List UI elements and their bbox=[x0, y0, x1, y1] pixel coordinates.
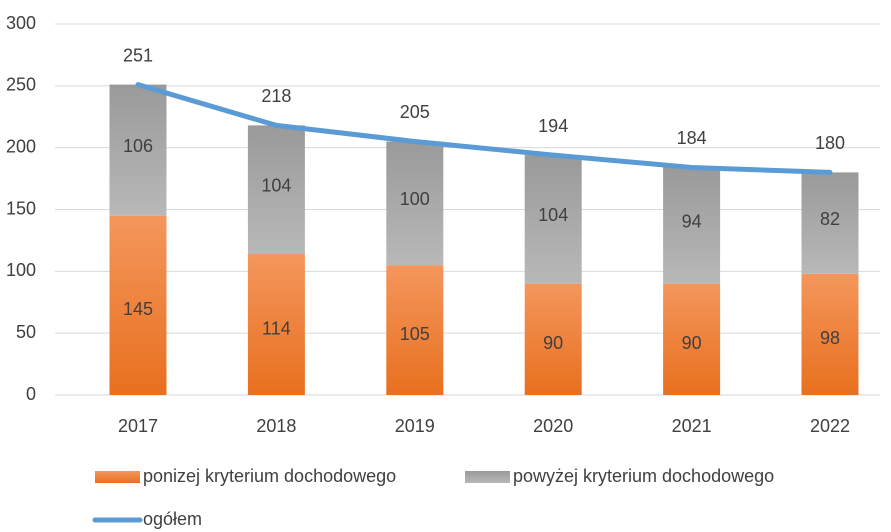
y-tick-label: 150 bbox=[6, 198, 36, 218]
legend-swatch bbox=[95, 471, 140, 483]
data-label: 180 bbox=[815, 133, 845, 153]
data-label: 82 bbox=[820, 209, 840, 229]
bar-segment bbox=[386, 265, 444, 395]
bar-segment bbox=[663, 283, 721, 395]
data-label: 100 bbox=[400, 189, 430, 209]
data-label: 90 bbox=[543, 333, 563, 353]
bar-segment bbox=[386, 141, 444, 266]
x-tick-label: 2017 bbox=[118, 416, 158, 436]
data-label: 105 bbox=[400, 324, 430, 344]
data-label: 106 bbox=[123, 136, 153, 156]
data-label: 104 bbox=[261, 175, 291, 195]
x-tick-label: 2018 bbox=[256, 416, 296, 436]
bar-segment bbox=[524, 155, 582, 284]
y-tick-label: 50 bbox=[16, 322, 36, 342]
data-label: 205 bbox=[400, 102, 430, 122]
data-label: 251 bbox=[123, 45, 153, 65]
bar-segment bbox=[524, 283, 582, 395]
data-label: 104 bbox=[538, 205, 568, 225]
data-label: 194 bbox=[538, 116, 568, 136]
bar-segment bbox=[247, 254, 305, 395]
data-label: 94 bbox=[682, 211, 702, 231]
bar-segment bbox=[247, 125, 305, 255]
legend-swatch bbox=[465, 471, 510, 483]
y-tick-label: 250 bbox=[6, 75, 36, 95]
x-tick-label: 2022 bbox=[810, 416, 850, 436]
y-tick-label: 300 bbox=[6, 13, 36, 33]
data-label: 114 bbox=[262, 318, 291, 338]
bar-segment bbox=[801, 172, 859, 274]
data-label: 145 bbox=[123, 299, 153, 319]
bar-segment bbox=[801, 273, 859, 395]
x-tick-label: 2020 bbox=[533, 416, 573, 436]
y-tick-label: 100 bbox=[6, 260, 36, 280]
y-tick-label: 0 bbox=[26, 384, 36, 404]
legend-label: ogółem bbox=[143, 509, 202, 529]
y-tick-label: 200 bbox=[6, 136, 36, 156]
line bbox=[135, 82, 833, 175]
legend-label: powyżej kryterium dochodowego bbox=[513, 466, 774, 486]
data-label: 218 bbox=[261, 86, 291, 106]
x-tick-label: 2019 bbox=[395, 416, 435, 436]
legend-label: ponizej kryterium dochodowego bbox=[143, 466, 396, 486]
bar-segment bbox=[109, 84, 167, 216]
bar-segment bbox=[663, 167, 721, 284]
data-label: 98 bbox=[820, 328, 840, 348]
data-label: 184 bbox=[677, 128, 707, 148]
x-tick-label: 2021 bbox=[672, 416, 712, 436]
data-label: 90 bbox=[682, 333, 702, 353]
bar-segment bbox=[109, 215, 167, 395]
